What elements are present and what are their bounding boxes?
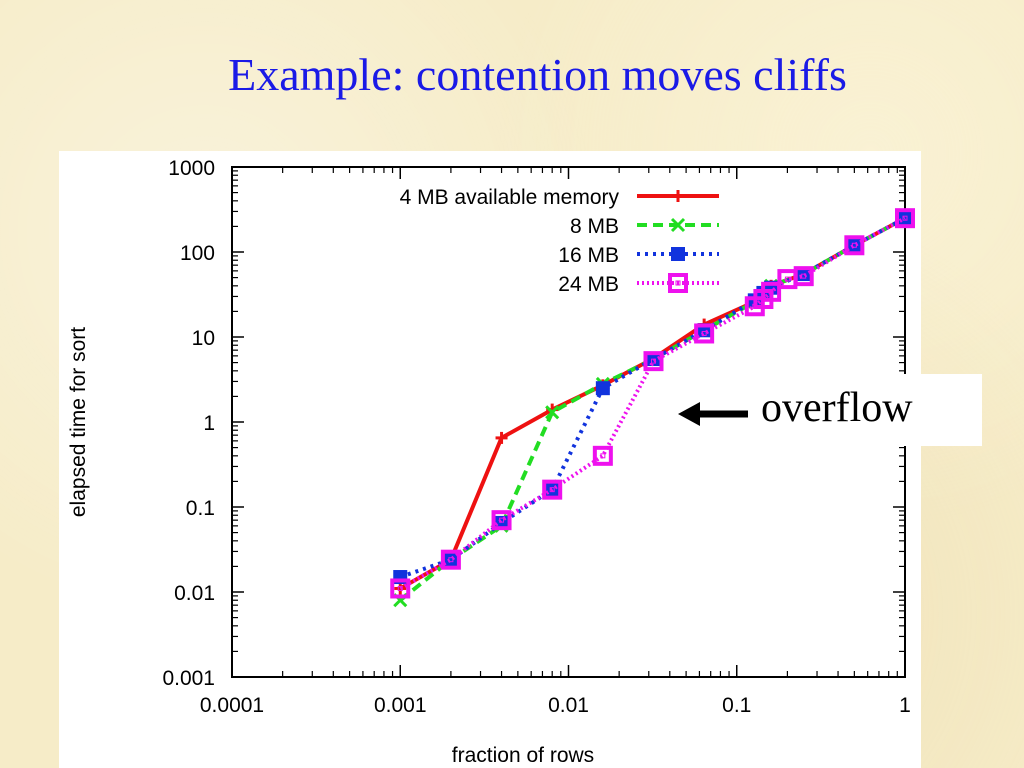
series-layer [390, 208, 915, 608]
data-point [592, 445, 613, 466]
data-point [793, 266, 814, 287]
legend-label: 4 MB available memory [400, 186, 620, 209]
x-tick-label: 0.1 [722, 694, 751, 717]
data-point [895, 208, 915, 229]
data-point [675, 280, 681, 286]
y-tick-label: 0.1 [186, 497, 215, 520]
data-point [643, 351, 664, 372]
data-point [701, 330, 707, 336]
annotation-text: overflow [761, 385, 913, 431]
x-tick-label: 0.001 [374, 694, 427, 717]
series-4 [390, 208, 915, 599]
data-point [801, 273, 807, 279]
series-line [399, 216, 906, 591]
data-point [694, 323, 715, 344]
annotation-box: overflow [678, 374, 982, 446]
data-point [898, 211, 912, 226]
data-point [443, 552, 458, 567]
x-axis-title: fraction of rows [452, 744, 594, 767]
legend-label: 16 MB [558, 244, 619, 267]
data-point [668, 273, 688, 293]
data-point [545, 405, 560, 420]
chart: 0.0001 0.001 0.01 0.1 1 0.001 0.01 0.1 1 10 100 100… [67, 157, 915, 767]
y-tick-label: 0.001 [162, 667, 215, 690]
data-point [491, 510, 512, 531]
data-point [650, 358, 656, 364]
data-point [542, 479, 563, 500]
y-tick-label: 1 [203, 412, 215, 435]
data-point [670, 217, 686, 233]
x-tick-label: 0.01 [548, 694, 589, 717]
data-point [595, 381, 610, 396]
data-point [844, 235, 865, 256]
legend: 4 MB available memory 8 MB 16 MB 24 MB [400, 186, 719, 296]
arrow-left-icon [678, 402, 748, 426]
slide-title: Example: contention moves cliffs [228, 49, 847, 100]
data-point [902, 215, 908, 221]
y-tick-label: 100 [180, 242, 215, 265]
data-point [784, 276, 790, 282]
data-point [851, 242, 857, 248]
legend-label: 8 MB [570, 215, 619, 238]
data-point [761, 281, 782, 302]
y-tick-label: 1000 [168, 157, 215, 180]
data-point [600, 453, 606, 459]
data-point [671, 247, 685, 261]
legend-label: 24 MB [558, 273, 619, 296]
data-point [390, 578, 411, 599]
data-point [847, 238, 862, 253]
data-point [549, 487, 555, 493]
x-tick-label: 0.0001 [200, 694, 264, 717]
data-point [768, 289, 774, 295]
data-point [440, 549, 461, 570]
y-tick-label: 0.01 [174, 582, 215, 605]
data-point [499, 517, 505, 523]
y-axis-title: elapsed time for sort [67, 327, 90, 517]
y-tick-label: 10 [192, 327, 215, 350]
data-point [448, 557, 454, 563]
chart-panel: 0.0001 0.001 0.01 0.1 1 0.001 0.01 0.1 1 10 100 100… [59, 151, 921, 768]
x-tick-label: 1 [899, 694, 911, 717]
axis-ticks: 0.0001 0.001 0.01 0.1 1 0.001 0.01 0.1 1 10 100 100… [162, 157, 910, 717]
data-point [397, 585, 403, 591]
